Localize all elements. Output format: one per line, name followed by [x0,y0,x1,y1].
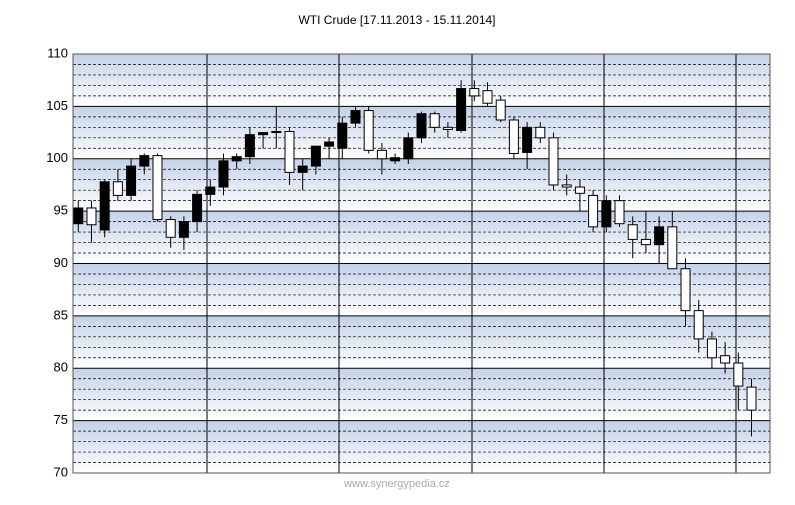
candle-body [693,310,704,340]
candle-body [139,155,150,167]
chart-title: WTI Crude [17.11.2013 - 15.11.2014] [298,13,495,27]
plot-frame [72,53,771,474]
y-tick-label: 105 [46,98,68,113]
band [73,263,770,316]
candle-body [456,88,467,131]
candle-body [231,156,242,162]
candle-body [73,207,84,225]
candle-body [720,355,731,364]
candles [73,80,757,437]
candle-body [561,184,572,188]
band [73,158,770,212]
candle-body [654,226,665,246]
band [73,315,770,369]
candle-body [627,224,638,240]
candle-body [601,200,612,228]
grid [73,53,770,474]
candle-body [390,157,401,162]
candle-body [165,219,176,238]
y-tick-label: 85 [54,307,68,322]
y-tick-label: 90 [54,255,68,270]
candle-body [244,134,255,158]
candle-body [337,122,348,149]
candle-body [363,110,374,151]
candle-body [152,155,163,221]
candle-body [680,268,691,312]
band [73,54,770,107]
candle-body [297,165,308,173]
watermark: www.synergypedia.cz [343,478,450,490]
candle-body [192,193,203,223]
candle-body [495,99,506,121]
candle-body [429,113,440,128]
candle-body [733,362,744,387]
candle-body [310,145,321,167]
candle-body [258,132,269,136]
candle-body [442,126,453,130]
candle-body [403,137,414,160]
candle-body [218,160,229,188]
y-tick-label: 110 [47,45,68,60]
candle-body [482,90,493,104]
band [73,211,770,264]
candle-body [324,141,335,147]
candle-body [508,119,519,155]
candle-body [588,194,599,228]
y-tick-label: 70 [54,464,68,479]
band [73,368,770,421]
y-tick-label: 80 [54,360,68,375]
candle-body [126,165,137,196]
candle-body [614,200,625,225]
candle-body [548,137,559,186]
candle-body [706,338,717,359]
candle-body [746,386,757,411]
candle-body [522,126,533,153]
candle-body [469,88,480,97]
band [73,420,770,473]
candle-body [178,221,189,238]
candle-body [416,113,427,139]
candle-body [376,149,387,160]
y-tick-label: 75 [54,412,68,427]
candle-body [574,186,585,194]
plot-background [73,54,770,473]
candle-body [284,131,295,173]
candle-body [99,181,110,231]
y-tick-label: 100 [46,150,68,165]
candle-body [271,131,282,134]
candle-body [205,186,216,195]
candle-body [86,207,97,226]
candle-body [640,238,651,246]
candle-body [350,110,361,124]
candle-body [535,126,546,139]
candle-body [667,226,678,270]
y-tick-label: 95 [54,203,68,218]
candle-body [112,181,123,196]
